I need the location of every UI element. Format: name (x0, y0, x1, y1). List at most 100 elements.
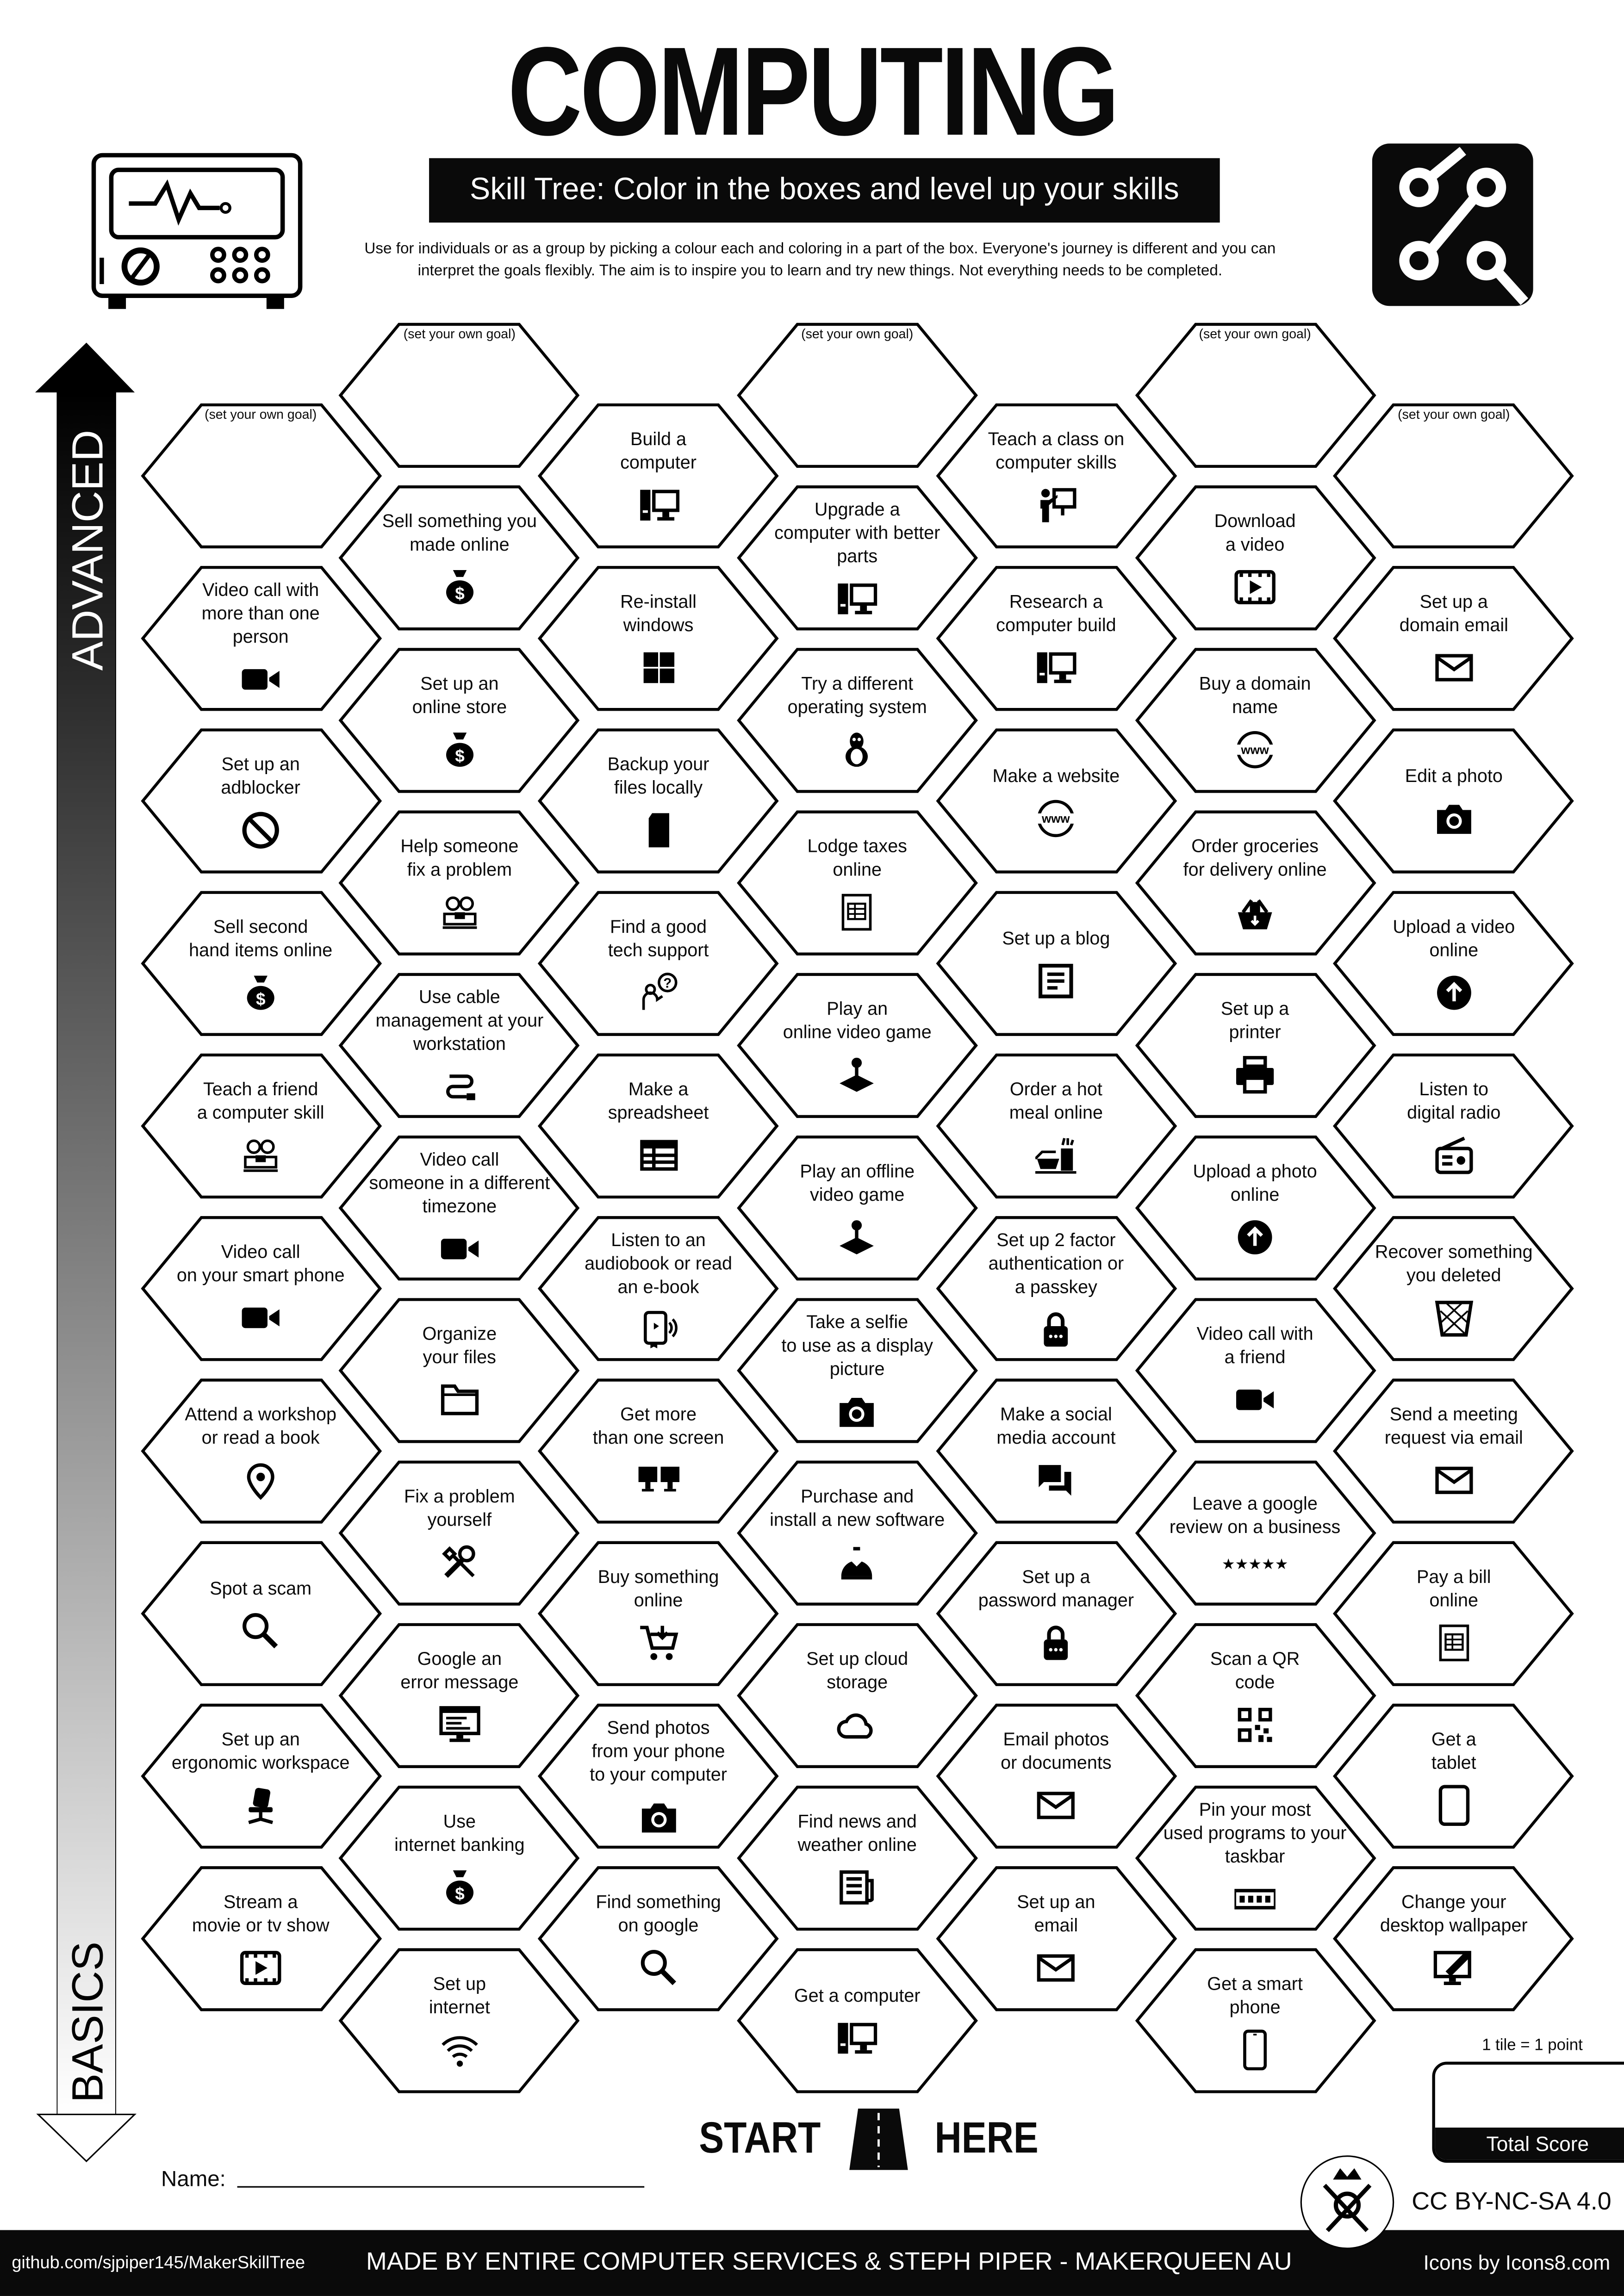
skill-tile[interactable]: Sell something you made online $ (339, 484, 580, 631)
skill-tile[interactable]: Set up an email (935, 1866, 1177, 2012)
skill-tile[interactable]: Order a hot meal online (935, 1053, 1177, 1199)
skill-tile[interactable]: Set up an adblocker (140, 728, 381, 874)
skill-tile[interactable]: Play an offline video game (736, 1135, 978, 1281)
upload-icon (1238, 1219, 1272, 1254)
skill-tile[interactable]: Fix a problem yourself (339, 1460, 580, 1606)
skill-tile[interactable]: Find news and weather online (736, 1785, 978, 1931)
skill-tile[interactable]: Set up cloud storage (736, 1622, 978, 1769)
skill-tile[interactable]: Use internet banking $ (339, 1785, 580, 1931)
mail-icon (1037, 1953, 1075, 1981)
tile-label: Buy something online (597, 1566, 719, 1610)
tile-label: Get a smart phone (1207, 1973, 1303, 2017)
skill-tile[interactable]: Help someone fix a problem (339, 810, 580, 956)
hexagon-outline (140, 566, 381, 711)
blog-icon (1039, 963, 1074, 998)
skill-tile-custom-goal[interactable]: (set your own goal) (140, 403, 381, 549)
skill-tile[interactable]: Set up an online store $ (339, 647, 580, 794)
skill-tile[interactable]: Buy a domain name www (1134, 647, 1376, 794)
total-score-box[interactable]: Total Score (1432, 2061, 1624, 2163)
skill-tile[interactable]: Teach a friend a computer skill (140, 1053, 381, 1199)
skill-tile[interactable]: Set up a password manager (935, 1540, 1177, 1687)
skill-tile[interactable]: Backup your files locally (538, 728, 779, 874)
arrow-up-head (35, 342, 135, 393)
skill-tile[interactable]: Buy something online (538, 1540, 779, 1687)
skill-tile[interactable]: Order groceries for delivery online (1134, 810, 1376, 956)
skill-tile[interactable]: Leave a google review on a business ★★★★★ (1134, 1460, 1376, 1606)
skill-tile-custom-goal[interactable]: (set your own goal) (339, 322, 580, 468)
skill-tile[interactable]: Upload a video online (1333, 890, 1574, 1036)
skill-tile[interactable]: Video call with more than one person (140, 565, 381, 711)
tile-label: Research a computer build (996, 590, 1116, 635)
hexagon-outline (736, 973, 978, 1118)
skill-tile[interactable]: Use cable management at your workstation (339, 972, 580, 1118)
skill-tile[interactable]: Set up an ergonomic workspace (140, 1703, 381, 1849)
skill-tile[interactable]: Upload a photo online (1134, 1135, 1376, 1281)
skill-tile[interactable]: Find something on google (538, 1866, 779, 2012)
skill-tile[interactable]: Video call with a friend (1134, 1297, 1376, 1444)
tile-label: Set up a blog (1002, 927, 1110, 949)
hexagon-outline (339, 973, 580, 1118)
hexagon-outline (140, 1703, 381, 1849)
skill-tile-custom-goal[interactable]: (set your own goal) (1134, 322, 1376, 468)
skill-tile[interactable]: Upgrade a computer with better parts (736, 484, 978, 631)
skill-tile[interactable]: Make a spreadsheet (538, 1053, 779, 1199)
tile-label: Set up a password manager (978, 1566, 1134, 1610)
skill-tile[interactable]: Purchase and install a new software (736, 1460, 978, 1606)
skill-tile[interactable]: Play an online video game (736, 972, 978, 1118)
skill-tile[interactable]: Research a computer build (935, 565, 1177, 711)
skill-tile[interactable]: Video call someone in a different timezo… (339, 1135, 580, 1281)
skill-tile[interactable]: Send a meeting request via email (1333, 1378, 1574, 1524)
skill-tile[interactable]: Listen to digital radio (1333, 1053, 1574, 1199)
money-bag-icon: $ (446, 1869, 473, 1904)
skill-tile[interactable]: Get a tablet (1333, 1703, 1574, 1849)
skill-tile[interactable]: Set up a printer (1134, 972, 1376, 1118)
skill-tile[interactable]: Build a computer (538, 403, 779, 549)
skill-tile[interactable]: Scan a QR code (1134, 1622, 1376, 1769)
skill-tile[interactable]: Change your desktop wallpaper (1333, 1866, 1574, 2012)
skill-tile[interactable]: Take a selfie to use as a display pictur… (736, 1297, 978, 1444)
skill-tile[interactable]: Send photos from your phone to your comp… (538, 1703, 779, 1849)
skill-tile[interactable]: Pay a bill online (1333, 1540, 1574, 1687)
skill-tile[interactable]: Teach a class on computer skills (935, 403, 1177, 549)
skill-tile[interactable]: Google an error message (339, 1622, 580, 1769)
hexagon-outline (339, 1623, 580, 1769)
tile-label: Google an error message (400, 1648, 519, 1692)
skill-tile[interactable]: Set up internet (339, 1948, 580, 2094)
tile-content: Attend a workshop or read a book (160, 1387, 361, 1515)
skill-tile[interactable]: Set up 2 factor authentication or a pass… (935, 1216, 1177, 1362)
skill-tile[interactable]: Download a video (1134, 484, 1376, 631)
skill-tile-custom-goal[interactable]: (set your own goal) (736, 322, 978, 468)
skill-tile[interactable]: Lodge taxes online (736, 810, 978, 956)
skill-tile[interactable]: Edit a photo (1333, 728, 1574, 874)
skill-tile[interactable]: Organize your files (339, 1297, 580, 1444)
name-field[interactable] (237, 2186, 645, 2188)
skill-tile[interactable]: Set up a blog (935, 890, 1177, 1036)
tile-content: Recover something you deleted (1354, 1224, 1554, 1353)
skill-tile[interactable]: Re-install windows (538, 565, 779, 711)
skill-tile[interactable]: Make a social media account (935, 1378, 1177, 1524)
skill-tile[interactable]: Pin your most used programs to your task… (1134, 1785, 1376, 1931)
hexagon-outline (339, 1786, 580, 1931)
skill-tile[interactable]: Make a website www (935, 728, 1177, 874)
github-link[interactable]: github.com/sjpiper145/MakerSkillTree (12, 2252, 305, 2273)
money-bag-icon: $ (446, 732, 473, 766)
tablet-icon (1438, 1784, 1469, 1825)
skill-tile[interactable]: Spot a scam (140, 1540, 381, 1687)
skill-tile[interactable]: Sell second hand items online $ (140, 890, 381, 1036)
skill-tile[interactable]: Try a different operating system (736, 647, 978, 794)
svg-text:$: $ (455, 1883, 465, 1902)
skill-tile[interactable]: Attend a workshop or read a book (140, 1378, 381, 1524)
skill-tile[interactable]: Get a smart phone (1134, 1948, 1376, 2094)
skill-tile[interactable]: Email photos or documents (935, 1703, 1177, 1849)
skill-tile[interactable]: Video call on your smart phone (140, 1216, 381, 1362)
tile-label: Take a selfie to use as a display pictur… (781, 1311, 933, 1379)
lock-icon (1044, 1625, 1068, 1659)
skill-tile[interactable]: Listen to an audiobook or read an e-book (538, 1216, 779, 1362)
skill-tile[interactable]: Stream a movie or tv show (140, 1866, 381, 2012)
skill-tile[interactable]: Get a computer (736, 1948, 978, 2094)
skill-tile[interactable]: Set up a domain email (1333, 565, 1574, 711)
skill-tile-custom-goal[interactable]: (set your own goal) (1333, 403, 1574, 549)
skill-tile[interactable]: Recover something you deleted (1333, 1216, 1574, 1362)
skill-tile[interactable]: Get more than one screen (538, 1378, 779, 1524)
skill-tile[interactable]: Find a good tech support? (538, 890, 779, 1036)
